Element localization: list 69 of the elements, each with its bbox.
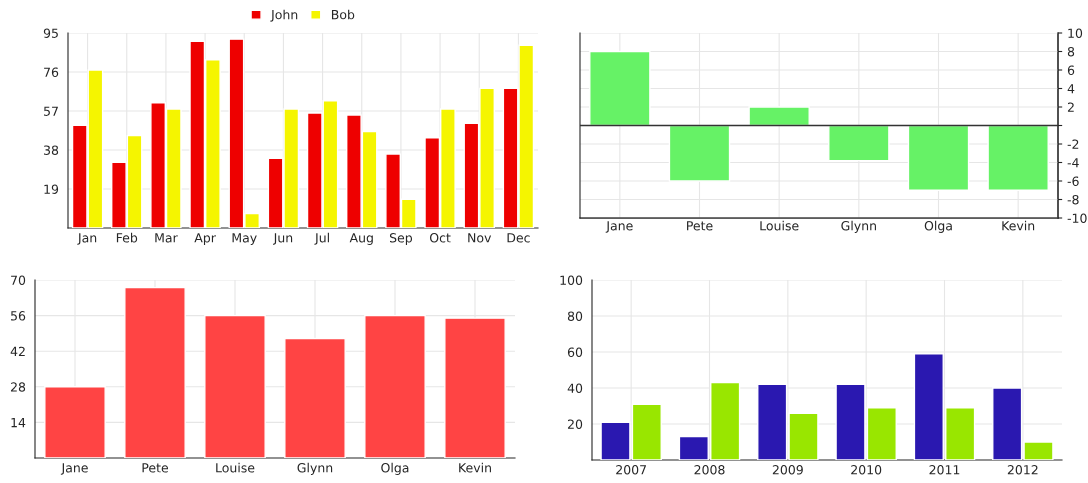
x-tick-label: Louise bbox=[216, 462, 255, 473]
y-tick-label: 70 bbox=[11, 275, 26, 285]
y-tick-label: 56 bbox=[11, 311, 26, 321]
y2-tick-label: -6 bbox=[1067, 176, 1079, 186]
y2-tick-label: 8 bbox=[1067, 46, 1075, 57]
x-tick-label: Apr bbox=[194, 233, 216, 245]
x-tick-label: Mar bbox=[155, 233, 178, 243]
x-tick-label: Pete bbox=[142, 463, 169, 473]
bar bbox=[668, 124, 731, 182]
y2-tick-label: 2 bbox=[1067, 102, 1074, 112]
y-tick-label: 42 bbox=[10, 346, 25, 356]
y2-tick-label: -2 bbox=[1067, 139, 1079, 149]
y-tick-label: 100 bbox=[560, 275, 583, 285]
x-tick-label: 2012 bbox=[1007, 465, 1038, 475]
x-tick-label: Oct bbox=[429, 233, 451, 243]
x-tick-label: Kevin bbox=[459, 462, 491, 473]
x-tick-label: Kevin bbox=[1002, 220, 1035, 231]
bar bbox=[204, 314, 266, 458]
x-tick-label: Feb bbox=[116, 232, 138, 243]
x-tick-label: Pete bbox=[687, 221, 713, 231]
x-tick-label: Aug bbox=[349, 233, 373, 245]
x-tick-label: 2009 bbox=[772, 465, 803, 475]
y2-tick-label: -8 bbox=[1067, 194, 1079, 205]
x-tick-label: 2008 bbox=[694, 465, 725, 475]
y2-tick-label: 10 bbox=[1068, 28, 1083, 38]
x-tick-label: Sep bbox=[389, 233, 413, 245]
y-tick-label: 95 bbox=[43, 28, 58, 38]
y-tick-label: 38 bbox=[44, 145, 59, 155]
bar bbox=[44, 386, 106, 458]
y2-tick-label: -10 bbox=[1067, 213, 1087, 223]
y-tick-label: 80 bbox=[567, 311, 583, 321]
bar bbox=[364, 314, 426, 458]
y2-tick-label: 6 bbox=[1067, 65, 1075, 75]
y-tick-label: 19 bbox=[44, 184, 59, 194]
x-tick-label: Jul bbox=[314, 232, 329, 245]
legend-label: Bob bbox=[331, 9, 355, 20]
y2-tick-label: -4 bbox=[1067, 158, 1079, 168]
y-tick-label: 57 bbox=[44, 106, 58, 116]
y-tick-label: 20 bbox=[567, 419, 583, 429]
x-tick-label: 2007 bbox=[616, 465, 646, 475]
x-tick-label: May bbox=[232, 233, 257, 245]
bar bbox=[748, 106, 810, 127]
x-tick-label: Jane bbox=[60, 463, 88, 475]
bar bbox=[284, 337, 346, 458]
x-tick-label: Louise bbox=[760, 220, 799, 231]
y-tick-label: 28 bbox=[10, 382, 26, 392]
x-tick-label: Jan bbox=[77, 233, 97, 245]
bar bbox=[828, 124, 890, 162]
x-tick-label: Nov bbox=[468, 233, 492, 243]
bar bbox=[589, 50, 651, 127]
bar bbox=[444, 317, 506, 458]
y2-tick-label: 4 bbox=[1067, 84, 1075, 94]
bar bbox=[987, 124, 1049, 191]
x-tick-label: Jane bbox=[605, 221, 633, 233]
x-tick-label: Glynn bbox=[841, 220, 876, 233]
y-tick-label: 14 bbox=[11, 418, 26, 428]
x-tick-label: Olga bbox=[381, 462, 409, 475]
bar bbox=[124, 286, 186, 458]
y-tick-label: 76 bbox=[44, 67, 59, 77]
x-tick-label: 2011 bbox=[929, 465, 960, 475]
y-tick-label: 60 bbox=[567, 347, 583, 357]
x-tick-label: Jun bbox=[273, 233, 293, 245]
y-tick-label: 40 bbox=[567, 383, 583, 393]
x-tick-label: Glynn bbox=[297, 462, 333, 475]
bar bbox=[907, 124, 970, 191]
x-tick-label: 2010 bbox=[851, 465, 882, 475]
x-tick-label: Dec bbox=[507, 233, 530, 243]
x-tick-label: Olga bbox=[924, 220, 952, 233]
legend-label: John bbox=[270, 9, 298, 22]
